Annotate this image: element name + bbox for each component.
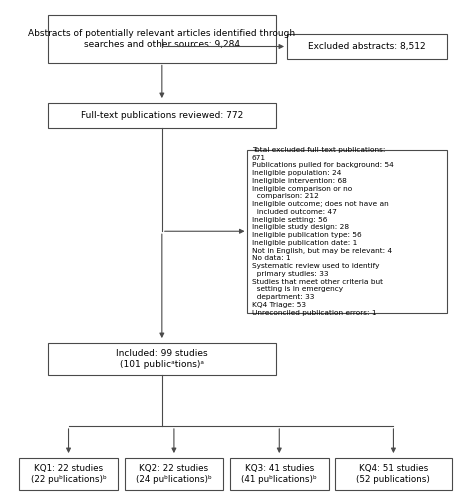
Text: KQ4: 51 studies
(52 publications): KQ4: 51 studies (52 publications) — [356, 464, 430, 484]
FancyBboxPatch shape — [247, 150, 446, 312]
Text: Included: 99 studies
(101 publicᵃtions)ᵃ: Included: 99 studies (101 publicᵃtions)ᵃ — [116, 348, 207, 369]
FancyBboxPatch shape — [48, 102, 275, 128]
Text: Full-text publications reviewed: 772: Full-text publications reviewed: 772 — [81, 110, 243, 120]
FancyBboxPatch shape — [286, 34, 446, 59]
FancyBboxPatch shape — [48, 15, 275, 62]
FancyBboxPatch shape — [229, 458, 328, 490]
Text: KQ2: 22 studies
(24 puᵇlications)ᵇ: KQ2: 22 studies (24 puᵇlications)ᵇ — [136, 464, 211, 484]
Text: Excluded abstracts: 8,512: Excluded abstracts: 8,512 — [308, 42, 425, 51]
FancyBboxPatch shape — [19, 458, 118, 490]
Text: KQ1: 22 studies
(22 puᵇlications)ᵇ: KQ1: 22 studies (22 puᵇlications)ᵇ — [30, 464, 106, 484]
Text: Total excluded full-text publications:
671
Publications pulled for background: 5: Total excluded full-text publications: 6… — [251, 147, 393, 316]
FancyBboxPatch shape — [334, 458, 450, 490]
Text: KQ3: 41 studies
(41 puᵇlications)ᵇ: KQ3: 41 studies (41 puᵇlications)ᵇ — [241, 464, 317, 484]
FancyBboxPatch shape — [48, 342, 275, 375]
Text: Abstracts of potentially relevant articles identified through
searches and other: Abstracts of potentially relevant articl… — [28, 28, 295, 49]
FancyBboxPatch shape — [124, 458, 223, 490]
